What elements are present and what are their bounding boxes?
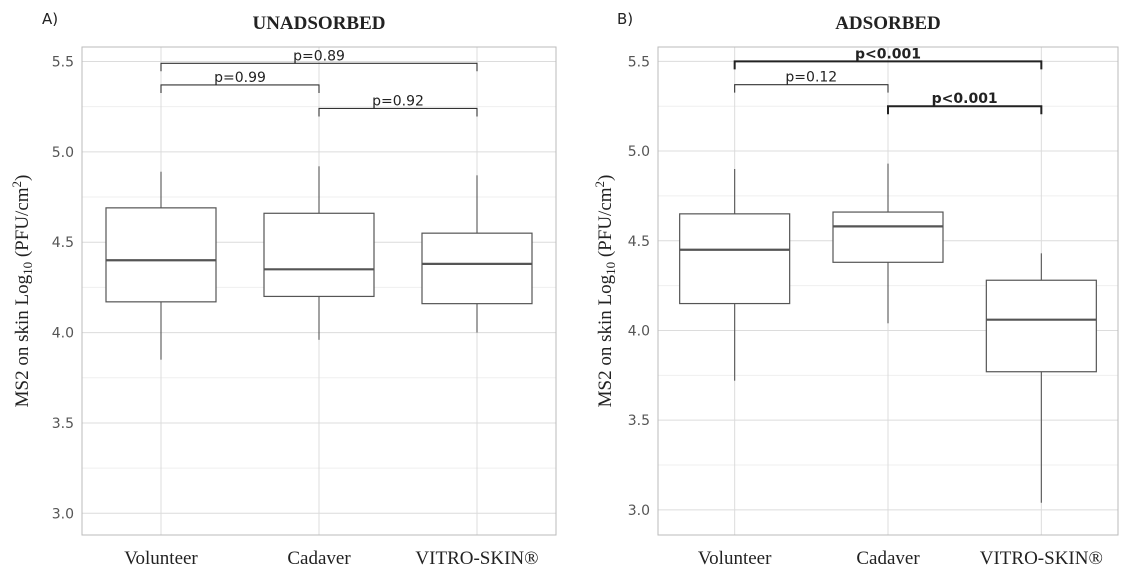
y-tick-label: 4.0 (52, 326, 74, 342)
box-cadaver (832, 163, 944, 324)
x-tick-label: VITRO-SKIN® (415, 548, 538, 569)
y-axis-label: MS2 on skin Log10 (PFU/cm2) (592, 175, 618, 408)
y-tick-label: 5.5 (628, 54, 650, 70)
iqr-box (263, 212, 375, 298)
plot-frame (81, 46, 557, 536)
y-tick-label: 5.0 (628, 144, 650, 160)
x-tick-label: Cadaver (856, 548, 920, 569)
significance-bracket (734, 84, 889, 93)
x-tick-label: Volunteer (124, 548, 198, 569)
p-value-label: p<0.001 (855, 46, 921, 62)
y-tick-label: 3.5 (628, 413, 650, 429)
significance-bracket (160, 84, 320, 93)
p-value-label: p=0.92 (372, 93, 424, 109)
significance-bracket (318, 107, 478, 117)
iqr-box (421, 232, 533, 305)
panel-label: B) (617, 10, 633, 28)
y-axis-label: MS2 on skin Log10 (PFU/cm2) (9, 175, 35, 408)
significance-bracket (160, 62, 478, 72)
box-volunteer (105, 171, 217, 360)
p-value-label: p=0.89 (293, 48, 345, 64)
panel-label: A) (42, 10, 58, 28)
box-vitroskin (985, 253, 1097, 503)
x-tick-label: Volunteer (698, 548, 772, 569)
plot-frame (657, 46, 1119, 536)
y-tick-label: 3.5 (52, 416, 74, 432)
panel-title: UNADSORBED (252, 13, 385, 34)
x-tick-label: VITRO-SKIN® (980, 548, 1103, 569)
iqr-box (105, 207, 217, 303)
y-tick-label: 5.5 (52, 54, 74, 70)
p-value-label: p=0.99 (214, 70, 266, 86)
y-tick-label: 3.0 (52, 506, 74, 522)
y-tick-label: 4.5 (628, 234, 650, 250)
p-value-label: p=0.12 (785, 70, 837, 86)
panel-a: 3.0 3.5 4.0 4.5 5.0 5.5 p=0.89 p=0.99 p=0.92 Volu… (9, 10, 557, 569)
y-tick-label: 3.0 (628, 503, 650, 519)
y-tick-label: 4.5 (52, 235, 74, 251)
significance-bracket (887, 105, 1043, 115)
box-volunteer (679, 169, 791, 381)
y-tick-label: 4.0 (628, 323, 650, 339)
y-tick-label: 5.0 (52, 145, 74, 161)
panel-title: ADSORBED (835, 13, 941, 34)
p-value-label: p<0.001 (932, 91, 998, 107)
box-cadaver (263, 166, 375, 340)
box-vitroskin (421, 175, 533, 333)
significance-bracket (733, 60, 1043, 70)
iqr-box (679, 213, 791, 305)
iqr-box (985, 279, 1097, 373)
x-tick-label: Cadaver (287, 548, 351, 569)
iqr-box (832, 211, 944, 263)
panel-b: 3.0 3.5 4.0 4.5 5.0 5.5 p<0.001 p=0.12 p<0.001 Vo… (592, 10, 1119, 569)
